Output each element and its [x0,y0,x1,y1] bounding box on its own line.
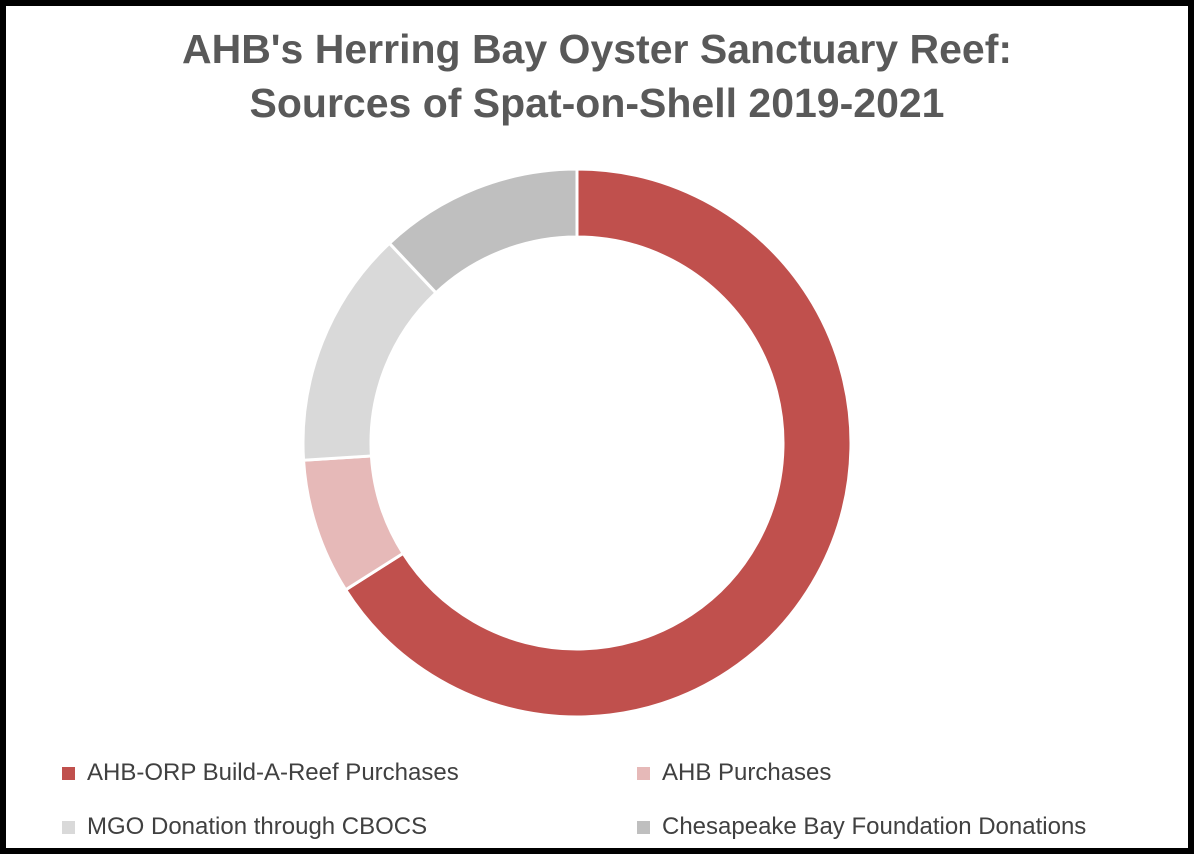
donut-slice-chesapeake-bay-foundation-donations [387,167,579,295]
chart-title-line-1: AHB's Herring Bay Oyster Sanctuary Reef: [181,26,1013,72]
donut-chart [301,167,853,719]
donut-slice-ahb-orp-build-a-reef-purchases [343,167,853,719]
chart-title: AHB's Herring Bay Oyster Sanctuary Reef:… [6,22,1188,130]
donut-slice-mgo-donation-through-cbocs [301,241,439,462]
donut-slices [301,167,853,719]
chart-title-line-2: Sources of Spat-on-Shell 2019-2021 [249,80,945,126]
